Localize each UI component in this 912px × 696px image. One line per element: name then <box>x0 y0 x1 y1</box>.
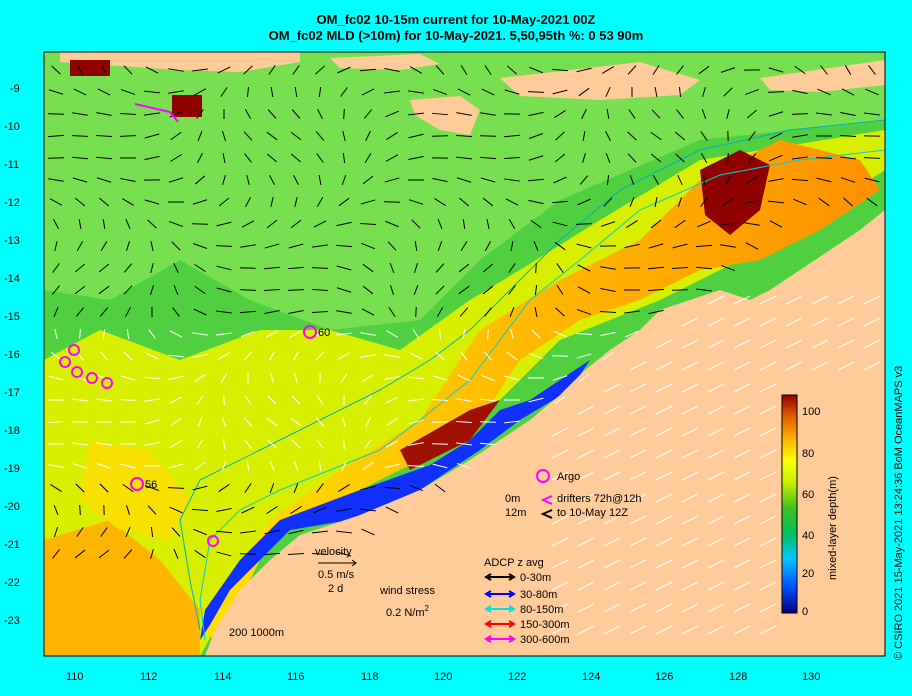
mld-field-orange-sw <box>44 520 200 656</box>
adcp-legend: 0-30m 30-80m 80-150m 150-300m 300-600m <box>484 572 570 646</box>
drifter-12m-icon <box>540 509 553 519</box>
svg-text:-13: -13 <box>4 235 20 247</box>
svg-text:114: 114 <box>214 671 232 683</box>
map-title-line1: OM_fc02 10-15m current for 10-May-2021 0… <box>316 12 596 27</box>
svg-text:-14: -14 <box>4 273 20 285</box>
coastal-blue-strip <box>200 360 590 640</box>
svg-text:112: 112 <box>140 671 158 683</box>
svg-text:0: 0 <box>802 606 808 618</box>
svg-text:-23: -23 <box>4 615 20 627</box>
land-island-east <box>760 60 885 92</box>
svg-text:122: 122 <box>508 671 526 683</box>
mld-patch-north <box>70 60 110 76</box>
drifter-0m-icon <box>540 495 553 505</box>
legend-velocity-scale: 0.5 m/s <box>318 569 355 581</box>
svg-text:116: 116 <box>287 671 305 683</box>
svg-text:128: 128 <box>729 671 747 683</box>
svg-text:-20: -20 <box>4 501 20 513</box>
colorbar <box>781 394 798 614</box>
svg-text:-18: -18 <box>4 425 20 437</box>
land-island-mid <box>330 54 440 70</box>
land-australia <box>205 210 885 656</box>
legend-velocity-days: 2 d <box>328 583 343 595</box>
colorbar-ticks: 100 80 60 40 20 0 <box>802 406 820 618</box>
svg-text:110: 110 <box>66 671 84 683</box>
lat-axis: -9 -10 -11 -12 -13 -14 -15 -16 -17 -18 -… <box>4 83 20 627</box>
wind-stress-vectors <box>551 295 881 635</box>
svg-text:-15: -15 <box>4 311 20 323</box>
svg-text:30-80m: 30-80m <box>520 589 557 601</box>
map-frame <box>43 51 886 657</box>
drifter-track <box>134 103 179 123</box>
svg-text:40: 40 <box>802 530 814 542</box>
legend-wind-scale: 0.2 N/m2 <box>386 604 430 619</box>
land-islands-north <box>60 52 300 72</box>
svg-text:80: 80 <box>802 448 814 460</box>
argo-float-60: 60 <box>318 327 330 339</box>
svg-text:124: 124 <box>582 671 600 683</box>
argo-markers <box>59 325 317 547</box>
land-island-sumba <box>410 96 480 135</box>
svg-text:60: 60 <box>802 489 814 501</box>
svg-text:80-150m: 80-150m <box>520 604 563 616</box>
isobath-1000 <box>179 119 886 631</box>
argo-float-56: 56 <box>145 479 157 491</box>
legend-argo-marker <box>536 469 550 483</box>
svg-text:-19: -19 <box>4 463 20 475</box>
legend-velocity: velocity <box>315 546 352 558</box>
credit-text: © CSIRO 2021 15-May-2021 13:24:36 BoM Oc… <box>893 365 905 660</box>
legend-drifter-12m-text: to 10-May 12Z <box>557 507 628 519</box>
svg-text:118: 118 <box>361 671 379 683</box>
mld-red-band <box>400 400 500 470</box>
svg-text:-10: -10 <box>4 121 20 133</box>
legend-drifter-0m-text: drifters 72h@12h <box>557 493 642 505</box>
mld-field-light <box>44 52 885 330</box>
svg-text:-9: -9 <box>10 83 20 95</box>
map-title-line2: OM_fc02 MLD (>10m) for 10-May-2021. 5,50… <box>268 28 644 43</box>
mld-shelf-band <box>200 140 880 640</box>
svg-text:0-30m: 0-30m <box>520 572 551 584</box>
svg-text:300-600m: 300-600m <box>520 634 570 646</box>
svg-text:-21: -21 <box>4 539 20 551</box>
legend-drifter-0m: 0m <box>505 493 520 505</box>
svg-text:-16: -16 <box>4 349 20 361</box>
svg-text:-12: -12 <box>4 197 20 209</box>
svg-text:20: 20 <box>802 568 814 580</box>
legend-wind-stress: wind stress <box>379 585 436 597</box>
lon-axis: 110 112 114 116 118 120 122 124 126 128 … <box>66 671 820 683</box>
svg-text:130: 130 <box>802 671 820 683</box>
legend-drifter-12m: 12m <box>505 507 526 519</box>
legend-argo: Argo <box>557 471 580 483</box>
land-island-timor <box>500 62 700 100</box>
colorbar-label: mixed-layer depth(m) <box>827 476 839 580</box>
legend-isobaths: 200 1000m <box>229 627 284 639</box>
svg-text:-22: -22 <box>4 577 20 589</box>
mld-patch-north2 <box>172 95 202 117</box>
velocity-scale-arrow <box>318 559 357 567</box>
mld-max-patch <box>700 150 770 235</box>
svg-text:100: 100 <box>802 406 820 418</box>
svg-text:120: 120 <box>434 671 452 683</box>
svg-text:-11: -11 <box>4 159 19 171</box>
legend-adcp-title: ADCP z avg <box>484 557 544 569</box>
svg-text:150-300m: 150-300m <box>520 619 570 631</box>
svg-text:126: 126 <box>655 671 673 683</box>
current-vectors <box>47 65 881 560</box>
svg-text:-17: -17 <box>4 387 20 399</box>
